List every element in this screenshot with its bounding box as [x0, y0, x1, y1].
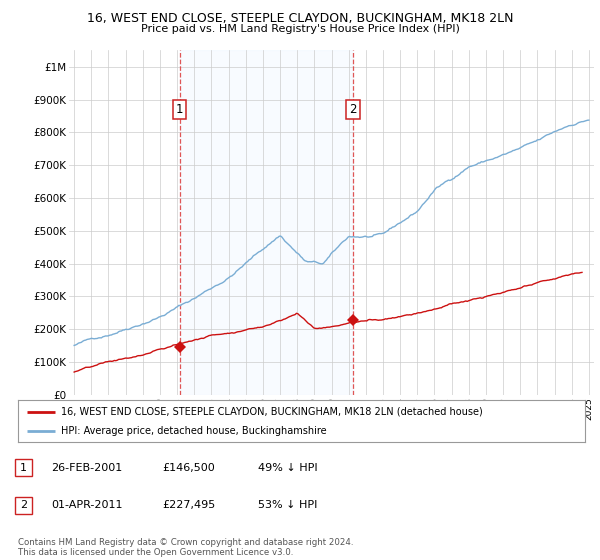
Text: 26-FEB-2001: 26-FEB-2001	[51, 463, 122, 473]
Text: 16, WEST END CLOSE, STEEPLE CLAYDON, BUCKINGHAM, MK18 2LN (detached house): 16, WEST END CLOSE, STEEPLE CLAYDON, BUC…	[61, 407, 482, 417]
Text: Price paid vs. HM Land Registry's House Price Index (HPI): Price paid vs. HM Land Registry's House …	[140, 24, 460, 34]
Text: 16, WEST END CLOSE, STEEPLE CLAYDON, BUCKINGHAM, MK18 2LN: 16, WEST END CLOSE, STEEPLE CLAYDON, BUC…	[87, 12, 513, 25]
Text: 2: 2	[20, 500, 27, 510]
Text: £227,495: £227,495	[162, 500, 215, 510]
Text: 1: 1	[176, 103, 184, 116]
Bar	[179, 50, 353, 395]
Text: Contains HM Land Registry data © Crown copyright and database right 2024.
This d: Contains HM Land Registry data © Crown c…	[18, 538, 353, 557]
Text: 53% ↓ HPI: 53% ↓ HPI	[258, 500, 317, 510]
Text: 2: 2	[349, 103, 356, 116]
Text: 1: 1	[20, 463, 27, 473]
Text: 49% ↓ HPI: 49% ↓ HPI	[258, 463, 317, 473]
Text: 01-APR-2011: 01-APR-2011	[51, 500, 122, 510]
Text: HPI: Average price, detached house, Buckinghamshire: HPI: Average price, detached house, Buck…	[61, 426, 326, 436]
Text: £146,500: £146,500	[162, 463, 215, 473]
